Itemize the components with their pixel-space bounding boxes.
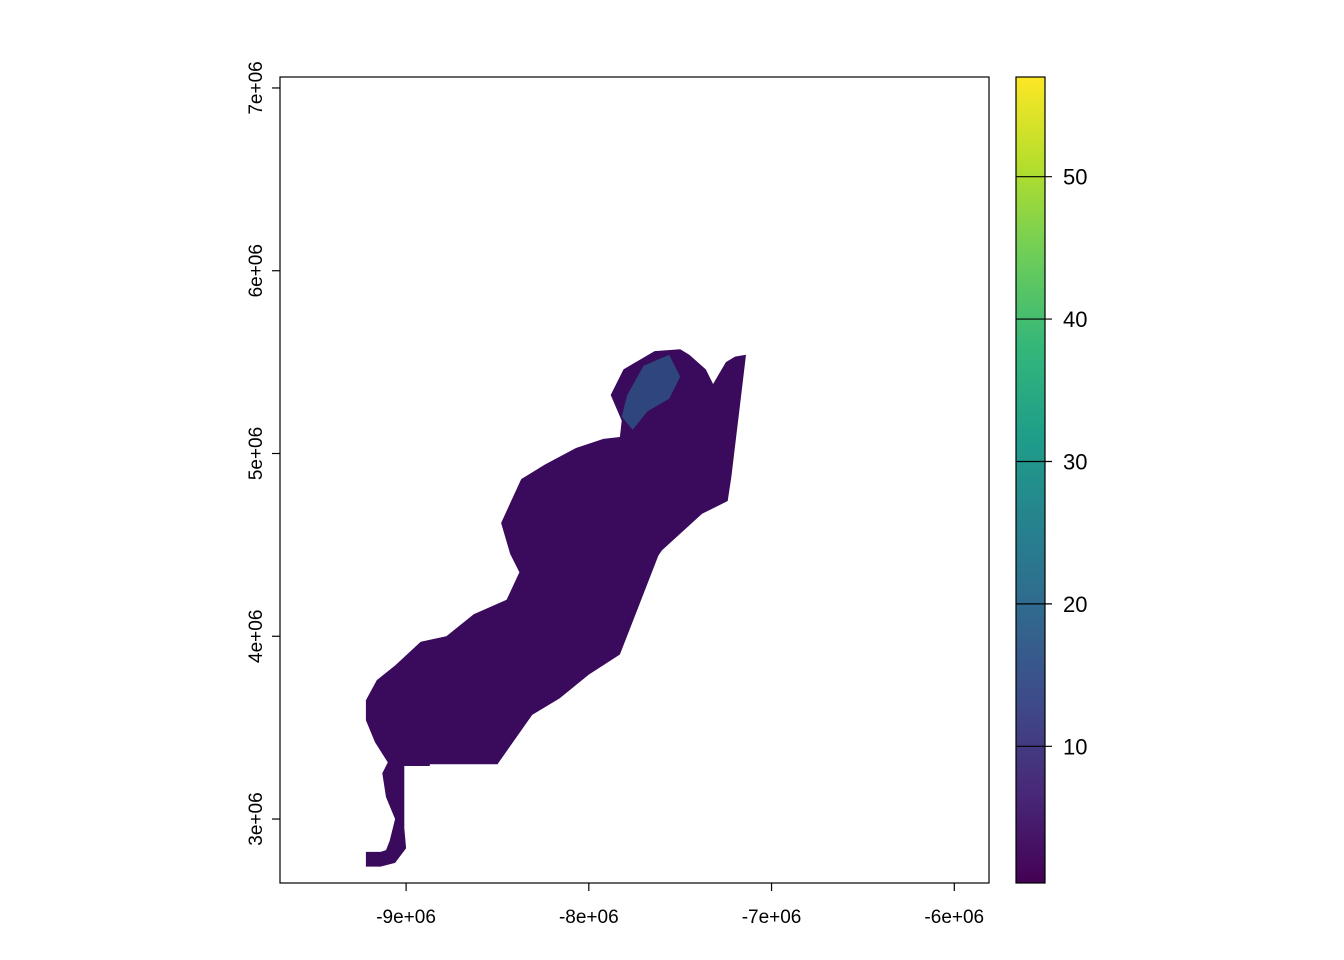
legend-tick-label: 50 — [1063, 165, 1087, 190]
y-tick-label: 6e+06 — [246, 244, 267, 297]
y-tick-label: 7e+06 — [246, 61, 267, 114]
legend-tick-label: 20 — [1063, 592, 1087, 617]
x-tick-label: -8e+06 — [559, 907, 619, 928]
y-tick-label: 5e+06 — [246, 427, 267, 480]
x-tick-label: -9e+06 — [376, 907, 436, 928]
y-axis: 3e+06 4e+06 5e+06 6e+06 7e+06 — [246, 61, 280, 846]
y-tick-label: 3e+06 — [246, 792, 267, 845]
legend-tick-label: 40 — [1063, 307, 1087, 332]
x-axis: -9e+06 -8e+06 -7e+06 -6e+06 — [376, 883, 984, 928]
raster-region — [365, 349, 746, 867]
x-tick-label: -7e+06 — [742, 907, 802, 928]
legend-tick-label: 30 — [1063, 449, 1087, 474]
x-tick-label: -6e+06 — [924, 907, 984, 928]
color-legend: 10 20 30 40 50 — [1015, 76, 1087, 884]
plot-frame — [279, 76, 990, 884]
plot-area: -9e+06 -8e+06 -7e+06 -6e+06 3e+06 4e+06 5e+06… — [246, 61, 990, 928]
raster-accent-patch — [621, 354, 681, 430]
legend-tick-label: 10 — [1063, 734, 1087, 759]
y-tick-label: 4e+06 — [246, 610, 267, 663]
color-legend-ticks: 10 20 30 40 50 — [1016, 165, 1087, 759]
color-legend-bar — [1015, 76, 1046, 884]
